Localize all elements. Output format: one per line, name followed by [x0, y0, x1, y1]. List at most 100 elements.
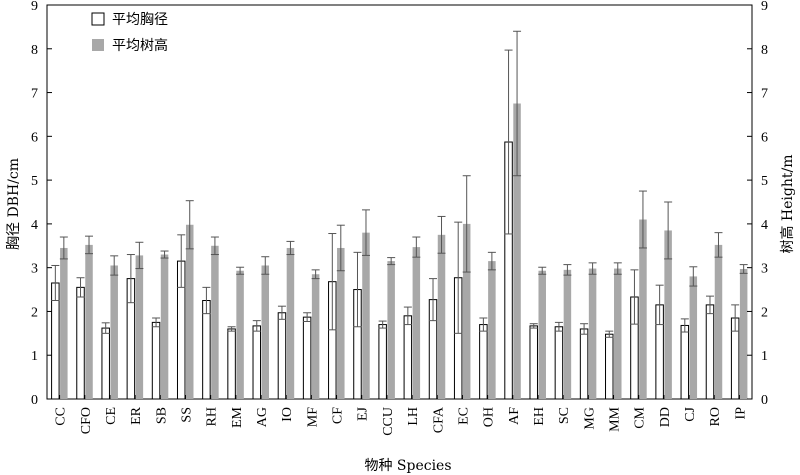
right-axis: 0 1 2 3 4 5 6 7 8 9: [747, 0, 768, 408]
bar-height: [60, 247, 68, 399]
x-tick-label: SC: [557, 407, 572, 424]
plot-frame: [46, 4, 753, 400]
x-tick-label: CJ: [683, 406, 698, 421]
x-tick-label: CM: [633, 406, 648, 428]
left-axis: 0 1 2 3 4 5 6 7 8 9: [31, 0, 52, 408]
bar-dbh: [529, 325, 538, 400]
x-tick-label: DD: [658, 407, 673, 427]
bar-height: [160, 254, 169, 399]
bar-height: [462, 223, 471, 399]
x-tick-label: CFO: [79, 407, 94, 434]
bar-height: [135, 255, 144, 399]
bar-height: [689, 276, 698, 399]
right-tick-label: 8: [761, 43, 768, 58]
left-tick-label: 9: [31, 0, 38, 14]
x-tick-label: EC: [456, 407, 471, 425]
left-tick-label: 2: [31, 305, 38, 320]
x-tick-label: CCU: [381, 407, 396, 436]
bar-height: [714, 244, 723, 399]
bar-height: [236, 270, 244, 399]
left-tick-label: 1: [31, 349, 38, 364]
bar-height: [261, 265, 270, 399]
x-tick-label: MM: [608, 406, 623, 431]
bar-dbh: [76, 286, 85, 400]
x-tick-label: SS: [179, 407, 194, 423]
bar-height: [185, 224, 194, 399]
bar-dbh: [302, 316, 312, 400]
bar-dbh: [605, 333, 614, 400]
left-tick-label: 3: [31, 262, 38, 277]
left-tick-label: 7: [31, 87, 38, 102]
bar-height: [639, 219, 647, 399]
bar-height: [488, 261, 496, 399]
bar-height: [513, 103, 521, 399]
bar-height: [588, 268, 597, 399]
right-tick-label: 3: [761, 262, 768, 277]
bar-dbh: [554, 326, 564, 400]
x-tick-label: CFA: [431, 406, 446, 433]
bar-height: [362, 232, 370, 399]
bar-height: [311, 274, 320, 399]
bar-height: [614, 268, 622, 399]
bar-dbh: [151, 321, 161, 400]
bar-dbh: [227, 328, 236, 400]
left-tick-label: 6: [31, 130, 38, 145]
x-tick-label: CF: [331, 407, 346, 424]
left-tick-label: 8: [31, 43, 38, 58]
x-tick-label: OH: [482, 407, 497, 427]
right-tick-label: 9: [761, 0, 768, 14]
right-tick-label: 6: [761, 130, 768, 145]
bar-height: [664, 230, 672, 399]
bar-dbh: [705, 304, 715, 400]
bar-height: [286, 247, 295, 399]
x-tick-label: SB: [154, 407, 169, 424]
bar-height: [563, 269, 572, 399]
plot-area: [46, 4, 753, 400]
legend-label-height: 平均树高: [112, 37, 168, 54]
right-tick-label: 2: [761, 305, 768, 320]
bar-height: [538, 270, 546, 399]
left-tick-label: 4: [31, 218, 38, 233]
x-tick-label: MG: [582, 407, 597, 430]
bar-dbh: [378, 324, 387, 400]
bar-height: [412, 247, 421, 399]
x-tick-label: IO: [280, 407, 295, 422]
bar-dbh: [479, 324, 488, 400]
legend: 平均胸径 平均树高: [91, 12, 168, 54]
right-tick-label: 1: [761, 349, 768, 364]
left-axis-title: 胸径 DBH/cm: [6, 158, 22, 250]
bars: [51, 30, 748, 400]
x-tick-label: LH: [406, 407, 421, 426]
bar-dbh: [252, 325, 262, 400]
x-tick-label: EM: [230, 406, 245, 428]
x-tick-label: RH: [205, 407, 220, 426]
bar-dbh: [403, 315, 413, 400]
right-axis-title: 树高 Height/m: [779, 154, 796, 253]
legend-swatch-dbh: [91, 12, 105, 26]
bar-height: [110, 265, 118, 399]
x-tick-label: MF: [305, 407, 320, 427]
bar-height: [85, 244, 93, 399]
legend-swatch-height: [92, 39, 104, 51]
bar-dbh: [277, 312, 287, 400]
bar-dbh: [202, 300, 211, 400]
bar-height: [337, 247, 345, 399]
right-tick-label: 5: [761, 174, 768, 189]
x-tick-label: EJ: [356, 406, 371, 421]
x-tick-label: EH: [532, 407, 547, 426]
bar-dbh: [101, 327, 110, 400]
bar-height: [211, 245, 219, 399]
bar-dbh: [579, 328, 589, 400]
x-tick-label: RO: [708, 407, 723, 426]
right-tick-label: 4: [761, 218, 768, 233]
bar-dbh: [680, 324, 690, 400]
bar-height: [437, 234, 446, 399]
x-axis-title: 物种 Species: [364, 458, 451, 474]
legend-label-dbh: 平均胸径: [112, 12, 168, 28]
bar-height: [387, 261, 395, 399]
right-tick-label: 7: [761, 87, 768, 102]
x-axis: CC CFO CE ER SB SS RH EM AG IO MF CF EJ CCU LH CFA EC OH A…: [54, 395, 748, 436]
left-tick-label: 0: [31, 393, 38, 408]
x-tick-label: AG: [255, 407, 270, 427]
